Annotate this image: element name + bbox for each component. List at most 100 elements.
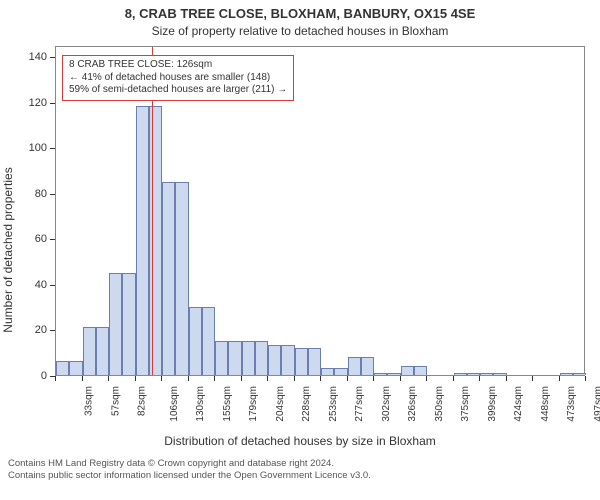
histogram-bar xyxy=(281,345,294,375)
x-tick-label: 228sqm xyxy=(301,386,312,422)
x-tick-mark xyxy=(108,376,109,381)
histogram-chart: 8, CRAB TREE CLOSE, BLOXHAM, BANBURY, OX… xyxy=(0,0,600,500)
x-tick-mark xyxy=(347,376,348,381)
y-tick-label: 0 xyxy=(17,370,47,382)
histogram-bar xyxy=(202,307,215,375)
attribution-footer: Contains HM Land Registry data © Crown c… xyxy=(8,458,371,482)
histogram-bar xyxy=(109,273,122,375)
footer-line-2: Contains public sector information licen… xyxy=(8,470,371,482)
footer-line-1: Contains HM Land Registry data © Crown c… xyxy=(8,458,371,470)
x-tick-label: 253sqm xyxy=(328,386,339,422)
histogram-bar xyxy=(493,373,506,375)
histogram-bar xyxy=(374,373,387,375)
x-tick-label: 106sqm xyxy=(169,386,180,422)
histogram-bar xyxy=(189,307,202,375)
x-tick-mark xyxy=(294,376,295,381)
x-tick-label: 130sqm xyxy=(195,386,206,422)
histogram-bar xyxy=(268,345,281,375)
histogram-bar xyxy=(480,373,493,375)
histogram-bar xyxy=(560,373,573,375)
x-tick-mark xyxy=(585,376,586,381)
histogram-bar xyxy=(255,341,268,375)
y-tick-label: 100 xyxy=(17,142,47,154)
y-tick-mark xyxy=(50,148,55,149)
x-tick-mark xyxy=(453,376,454,381)
x-tick-label: 179sqm xyxy=(248,386,259,422)
x-tick-mark xyxy=(55,376,56,381)
y-tick-label: 40 xyxy=(17,279,47,291)
x-tick-mark xyxy=(532,376,533,381)
x-tick-mark xyxy=(559,376,560,381)
x-tick-label: 277sqm xyxy=(354,386,365,422)
histogram-bar xyxy=(334,368,347,375)
x-tick-mark xyxy=(267,376,268,381)
x-tick-mark xyxy=(135,376,136,381)
x-tick-label: 82sqm xyxy=(137,386,148,416)
y-tick-mark xyxy=(50,330,55,331)
x-tick-label: 424sqm xyxy=(513,386,524,422)
x-tick-label: 33sqm xyxy=(84,386,95,416)
histogram-bar xyxy=(414,366,427,375)
histogram-bar xyxy=(136,106,149,375)
y-tick-label: 80 xyxy=(17,188,47,200)
y-axis-label: Number of detached properties xyxy=(1,167,15,332)
x-tick-mark xyxy=(400,376,401,381)
x-tick-label: 350sqm xyxy=(434,386,445,422)
histogram-bar xyxy=(56,361,69,375)
histogram-bar xyxy=(122,273,135,375)
x-tick-mark xyxy=(161,376,162,381)
histogram-bar xyxy=(321,368,334,375)
y-tick-mark xyxy=(50,57,55,58)
y-tick-mark xyxy=(50,103,55,104)
x-tick-mark xyxy=(426,376,427,381)
y-tick-label: 120 xyxy=(17,97,47,109)
x-tick-mark xyxy=(506,376,507,381)
histogram-bar xyxy=(348,357,361,375)
y-tick-label: 140 xyxy=(17,51,47,63)
x-tick-mark xyxy=(188,376,189,381)
histogram-bar xyxy=(467,373,480,375)
x-tick-mark xyxy=(373,376,374,381)
histogram-bar xyxy=(454,373,467,375)
annotation-line: ← 41% of detached houses are smaller (14… xyxy=(69,72,287,85)
x-tick-mark xyxy=(241,376,242,381)
x-tick-label: 375sqm xyxy=(460,386,471,422)
histogram-bar xyxy=(573,373,586,375)
x-tick-label: 57sqm xyxy=(110,386,121,416)
x-tick-mark xyxy=(320,376,321,381)
y-tick-mark xyxy=(50,194,55,195)
y-tick-label: 20 xyxy=(17,324,47,336)
x-axis-label: Distribution of detached houses by size … xyxy=(0,434,600,448)
x-tick-label: 399sqm xyxy=(487,386,498,422)
histogram-bar xyxy=(308,348,321,375)
histogram-bar xyxy=(228,341,241,375)
histogram-bar xyxy=(295,348,308,375)
x-tick-label: 155sqm xyxy=(222,386,233,422)
x-tick-label: 448sqm xyxy=(540,386,551,422)
annotation-line: 8 CRAB TREE CLOSE: 126sqm xyxy=(69,59,287,72)
histogram-bar xyxy=(96,327,109,375)
x-tick-mark xyxy=(82,376,83,381)
histogram-bar xyxy=(69,361,82,375)
x-tick-mark xyxy=(479,376,480,381)
histogram-bar xyxy=(175,182,188,375)
x-tick-label: 302sqm xyxy=(381,386,392,422)
histogram-bar xyxy=(83,327,96,375)
annotation-line: 59% of semi-detached houses are larger (… xyxy=(69,84,287,97)
y-tick-mark xyxy=(50,285,55,286)
x-tick-label: 497sqm xyxy=(593,386,600,422)
y-tick-label: 60 xyxy=(17,233,47,245)
histogram-bar xyxy=(242,341,255,375)
histogram-bar xyxy=(215,341,228,375)
annotation-box: 8 CRAB TREE CLOSE: 126sqm← 41% of detach… xyxy=(62,55,294,101)
x-tick-label: 326sqm xyxy=(407,386,418,422)
chart-subtitle: Size of property relative to detached ho… xyxy=(0,24,600,38)
histogram-bar xyxy=(387,373,400,375)
histogram-bar xyxy=(361,357,374,375)
y-tick-mark xyxy=(50,239,55,240)
chart-title-address: 8, CRAB TREE CLOSE, BLOXHAM, BANBURY, OX… xyxy=(0,6,600,21)
histogram-bar xyxy=(162,182,175,375)
x-tick-label: 204sqm xyxy=(275,386,286,422)
x-tick-label: 473sqm xyxy=(566,386,577,422)
histogram-bar xyxy=(149,106,162,375)
